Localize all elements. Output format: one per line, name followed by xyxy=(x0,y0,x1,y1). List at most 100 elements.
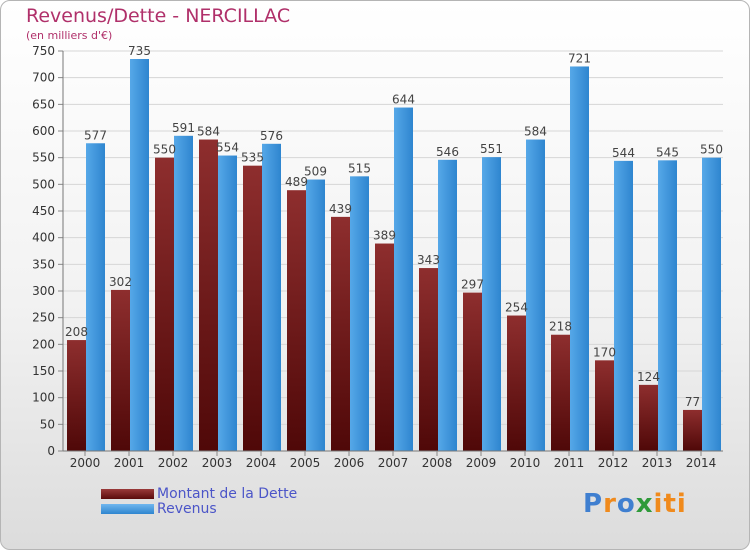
x-tick-label: 2014 xyxy=(686,456,717,470)
bar-revenus xyxy=(614,160,633,451)
x-tick-label: 2008 xyxy=(422,456,453,470)
x-tick-label: 2001 xyxy=(114,456,145,470)
bar-revenus xyxy=(130,59,149,451)
data-label-revenus: 551 xyxy=(480,142,503,156)
data-label-dette: 218 xyxy=(549,320,572,334)
data-label-revenus: 576 xyxy=(260,129,283,143)
bar-revenus xyxy=(262,143,281,452)
data-label-revenus: 545 xyxy=(656,145,679,159)
bar-dette xyxy=(551,334,570,451)
bar-dette xyxy=(155,157,174,451)
bar-revenus xyxy=(174,135,193,452)
y-tick-label: 150 xyxy=(32,364,55,378)
bar-dette xyxy=(463,292,482,451)
y-tick-label: 250 xyxy=(32,311,55,325)
bar-revenus xyxy=(658,160,677,452)
bar-revenus xyxy=(570,66,589,451)
bar-dette xyxy=(375,243,394,451)
y-tick-label: 50 xyxy=(40,417,55,431)
data-label-revenus: 644 xyxy=(392,93,415,107)
data-label-revenus: 577 xyxy=(84,128,107,142)
bar-dette xyxy=(639,384,658,451)
bar-revenus xyxy=(482,157,501,451)
x-tick-label: 2009 xyxy=(466,456,497,470)
x-tick-label: 2011 xyxy=(554,456,585,470)
x-tick-label: 2006 xyxy=(334,456,365,470)
y-tick-label: 400 xyxy=(32,231,55,245)
bar-revenus xyxy=(702,157,721,451)
data-label-dette: 208 xyxy=(65,325,88,339)
legend-label-revenus: Revenus xyxy=(157,501,217,517)
data-label-revenus: 544 xyxy=(612,146,635,160)
y-tick-label: 300 xyxy=(32,284,55,298)
y-tick-label: 350 xyxy=(32,257,55,271)
y-tick-label: 200 xyxy=(32,337,55,351)
bar-dette xyxy=(507,315,526,451)
x-tick-label: 2000 xyxy=(70,456,101,470)
data-label-dette: 584 xyxy=(197,125,220,139)
bar-dette xyxy=(595,360,614,451)
bar-revenus xyxy=(438,159,457,452)
bar-dette xyxy=(67,340,86,451)
data-label-dette: 439 xyxy=(329,202,352,216)
x-tick-label: 2012 xyxy=(598,456,629,470)
x-tick-label: 2002 xyxy=(158,456,189,470)
y-tick-label: 500 xyxy=(32,177,55,191)
data-label-revenus: 735 xyxy=(128,44,151,58)
data-label-revenus: 591 xyxy=(172,121,195,135)
legend-label-dette: Montant de la Dette xyxy=(157,486,298,502)
data-label-dette: 389 xyxy=(373,229,396,243)
data-label-revenus: 550 xyxy=(700,143,723,157)
data-label-dette: 77 xyxy=(685,395,700,409)
data-label-revenus: 584 xyxy=(524,125,547,139)
bar-dette xyxy=(243,165,262,451)
bar-dette xyxy=(199,139,218,452)
x-tick-label: 2007 xyxy=(378,456,409,470)
chart-title: Revenus/Dette - NERCILLAC xyxy=(26,5,291,27)
bar-revenus xyxy=(306,179,325,452)
y-tick-label: 700 xyxy=(32,71,55,85)
data-label-dette: 302 xyxy=(109,275,132,289)
x-tick-label: 2004 xyxy=(246,456,277,470)
legend-swatch-dette xyxy=(101,489,154,499)
bar-revenus xyxy=(218,155,237,452)
bar-dette xyxy=(683,409,702,451)
y-tick-label: 650 xyxy=(32,97,55,111)
data-label-dette: 254 xyxy=(505,301,528,315)
data-label-dette: 489 xyxy=(285,175,308,189)
data-label-revenus: 515 xyxy=(348,161,371,175)
data-label-revenus: 509 xyxy=(304,165,327,179)
proxiti-logo: Proxiti xyxy=(583,489,687,519)
y-tick-label: 450 xyxy=(32,204,55,218)
y-tick-label: 600 xyxy=(32,124,55,138)
x-tick-label: 2005 xyxy=(290,456,321,470)
legend-swatch-revenus xyxy=(101,504,154,514)
bar-dette xyxy=(111,289,130,451)
data-label-revenus: 546 xyxy=(436,145,459,159)
bar-dette xyxy=(331,216,350,451)
bar-revenus xyxy=(394,107,413,452)
data-label-dette: 550 xyxy=(153,143,176,157)
y-tick-label: 100 xyxy=(32,391,55,405)
data-label-dette: 343 xyxy=(417,253,440,267)
x-tick-label: 2013 xyxy=(642,456,673,470)
bar-revenus xyxy=(526,139,545,452)
x-tick-label: 2003 xyxy=(202,456,233,470)
data-label-revenus: 554 xyxy=(216,141,239,155)
bar-revenus xyxy=(86,143,105,451)
bar-dette xyxy=(287,190,306,451)
data-label-revenus: 721 xyxy=(568,51,591,65)
chart-subtitle: (en milliers d'€) xyxy=(26,29,113,42)
data-label-dette: 535 xyxy=(241,151,264,165)
y-tick-label: 0 xyxy=(47,444,55,458)
y-tick-label: 750 xyxy=(32,44,55,58)
bar-dette xyxy=(419,268,438,451)
data-label-dette: 297 xyxy=(461,278,484,292)
data-label-dette: 124 xyxy=(637,370,660,384)
bar-revenus xyxy=(350,176,369,452)
y-tick-label: 550 xyxy=(32,151,55,165)
x-tick-label: 2010 xyxy=(510,456,541,470)
data-label-dette: 170 xyxy=(593,345,616,359)
